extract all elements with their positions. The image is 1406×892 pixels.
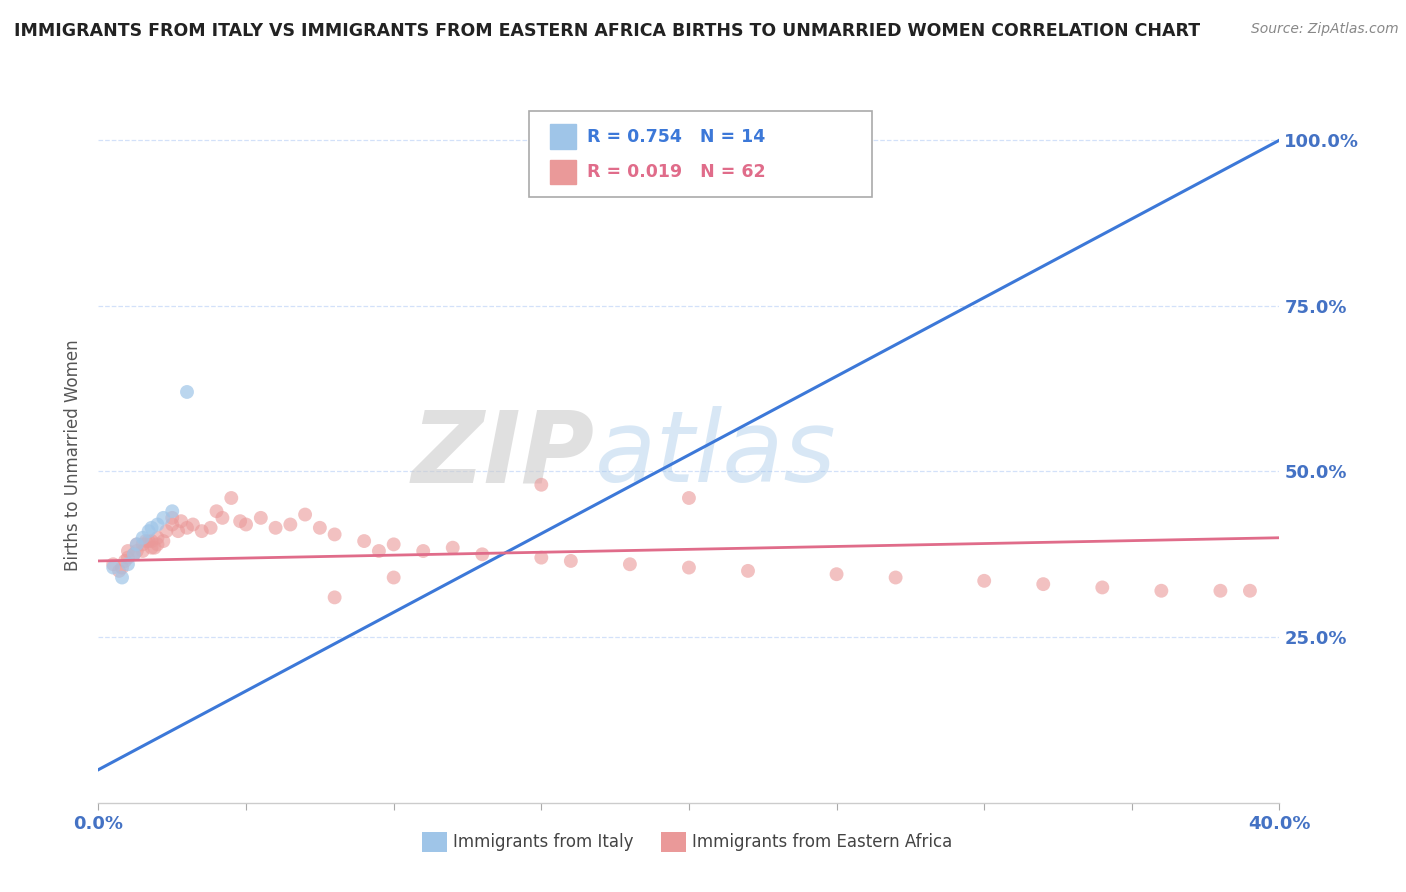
Point <box>103 560 125 574</box>
Text: IMMIGRANTS FROM ITALY VS IMMIGRANTS FROM EASTERN AFRICA BIRTHS TO UNMARRIED WOME: IMMIGRANTS FROM ITALY VS IMMIGRANTS FROM… <box>14 22 1201 40</box>
Point <box>103 558 125 572</box>
Point <box>162 504 183 518</box>
Point <box>382 537 405 551</box>
Point <box>973 574 995 588</box>
Point <box>125 544 148 558</box>
Point <box>117 558 139 572</box>
Point <box>229 514 252 528</box>
Point <box>141 521 163 535</box>
Text: Immigrants from Eastern Africa: Immigrants from Eastern Africa <box>692 833 952 851</box>
Point <box>884 570 907 584</box>
Point <box>125 537 148 551</box>
Point <box>138 534 160 549</box>
Point <box>146 517 169 532</box>
Point <box>176 521 198 535</box>
Point <box>825 567 848 582</box>
Point <box>146 537 169 551</box>
Point <box>141 541 163 555</box>
Point <box>181 517 204 532</box>
Point <box>309 521 332 535</box>
Point <box>132 537 155 551</box>
Point <box>1150 583 1173 598</box>
Point <box>530 477 553 491</box>
Point <box>155 524 177 538</box>
Point <box>471 547 494 561</box>
Point <box>323 591 346 605</box>
Point <box>111 570 134 584</box>
Point <box>152 534 174 549</box>
Text: Source: ZipAtlas.com: Source: ZipAtlas.com <box>1251 22 1399 37</box>
Point <box>146 531 169 545</box>
Point <box>211 511 233 525</box>
Point <box>707 160 730 174</box>
Point <box>278 517 302 532</box>
Point <box>530 550 553 565</box>
FancyBboxPatch shape <box>530 111 872 197</box>
Point <box>560 554 582 568</box>
Point <box>219 491 242 505</box>
Point <box>143 541 166 555</box>
Point <box>162 517 183 532</box>
Point <box>294 508 316 522</box>
Point <box>1239 583 1261 598</box>
Text: R = 0.019   N = 62: R = 0.019 N = 62 <box>588 163 766 181</box>
Point <box>368 544 391 558</box>
Point <box>152 511 174 525</box>
Point <box>205 504 228 518</box>
Point <box>176 384 198 399</box>
Text: ZIP: ZIP <box>412 407 595 503</box>
Point <box>122 547 145 561</box>
Point <box>412 544 434 558</box>
Point <box>200 521 222 535</box>
Bar <box>550 124 575 149</box>
Point <box>678 560 700 574</box>
Point <box>235 517 257 532</box>
Y-axis label: Births to Unmarried Women: Births to Unmarried Women <box>65 339 83 571</box>
Point <box>619 558 641 572</box>
Point <box>353 534 375 549</box>
Bar <box>550 160 575 185</box>
Point <box>125 537 148 551</box>
Point <box>162 511 183 525</box>
Point <box>678 491 700 505</box>
Point <box>1032 577 1054 591</box>
Point <box>382 570 405 584</box>
Point <box>111 560 134 574</box>
Point <box>441 541 464 555</box>
Text: Immigrants from Italy: Immigrants from Italy <box>453 833 633 851</box>
Point <box>264 521 287 535</box>
Point <box>117 544 139 558</box>
Point <box>108 564 131 578</box>
Point <box>167 524 190 538</box>
Text: atlas: atlas <box>595 407 837 503</box>
Point <box>737 564 759 578</box>
Point <box>114 554 136 568</box>
Point <box>117 550 139 565</box>
Point <box>1209 583 1232 598</box>
Point <box>170 514 193 528</box>
Point <box>1091 581 1114 595</box>
Point <box>191 524 214 538</box>
Point <box>132 531 155 545</box>
Text: R = 0.754   N = 14: R = 0.754 N = 14 <box>588 128 766 146</box>
Point <box>132 544 155 558</box>
Point <box>323 527 346 541</box>
Point <box>250 511 273 525</box>
Point <box>723 156 745 170</box>
Point <box>138 524 160 538</box>
Point <box>141 534 163 549</box>
Point <box>135 534 157 549</box>
Point <box>122 547 145 561</box>
